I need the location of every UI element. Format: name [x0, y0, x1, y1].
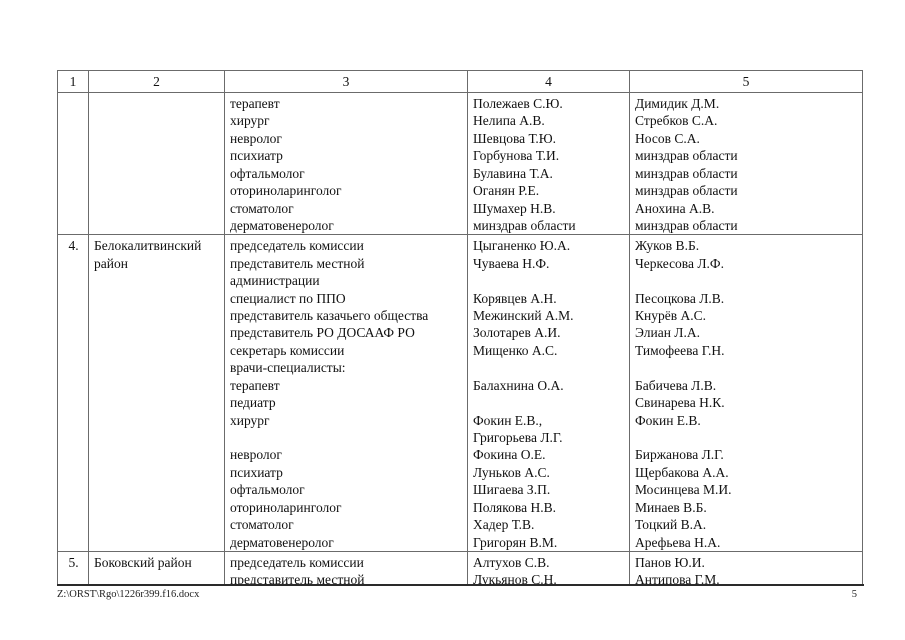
row-number-cell: 4.: [57, 234, 89, 552]
table-row-continuation: терапевт хирург невролог психиатр офталь…: [57, 91, 863, 236]
column-header-3: 3: [224, 70, 468, 93]
approvers-cell: Панов Ю.И. Антипова Г.М.: [629, 550, 863, 584]
footer-file-path: Z:\ORST\Rgo\1226r399.f16.docx: [57, 589, 200, 600]
row-number-cell: [57, 91, 89, 236]
row-number-cell: 5.: [57, 550, 89, 584]
positions-cell: председатель комиссии представитель мест…: [224, 234, 468, 552]
members-cell: Алтухов С.В. Лукьянов С.Н.: [467, 550, 630, 584]
commission-table: 1 2 3 4 5 терапевт хирург невролог психи…: [57, 70, 863, 584]
territory-cell: [88, 91, 225, 236]
column-header-1: 1: [57, 70, 89, 93]
table-page-clip: 1 2 3 4 5 терапевт хирург невролог психи…: [57, 70, 864, 586]
approvers-cell: Димидик Д.М. Стребков С.А. Носов С.А. ми…: [629, 91, 863, 236]
table-header-row: 1 2 3 4 5: [57, 70, 863, 93]
positions-cell: терапевт хирург невролог психиатр офталь…: [224, 91, 468, 236]
members-cell: Полежаев С.Ю. Нелипа А.В. Шевцова Т.Ю. Г…: [467, 91, 630, 236]
positions-cell: председатель комиссии представитель мест…: [224, 550, 468, 584]
column-header-2: 2: [88, 70, 225, 93]
column-header-5: 5: [629, 70, 863, 93]
territory-cell: Белокалитвинский район: [88, 234, 225, 552]
footer-page-number: 5: [851, 589, 857, 600]
column-header-4: 4: [467, 70, 630, 93]
table-row-belokalitvinsky: 4. Белокалитвинский район председатель к…: [57, 234, 863, 552]
page-footer: Z:\ORST\Rgo\1226r399.f16.docx 5: [57, 589, 857, 601]
table-row-bokovsky: 5. Боковский район председатель комиссии…: [57, 550, 863, 584]
members-cell: Цыганенко Ю.А. Чуваева Н.Ф. Корявцев А.Н…: [467, 234, 630, 552]
approvers-cell: Жуков В.Б. Черкесова Л.Ф. Песоцкова Л.В.…: [629, 234, 863, 552]
territory-cell: Боковский район: [88, 550, 225, 584]
